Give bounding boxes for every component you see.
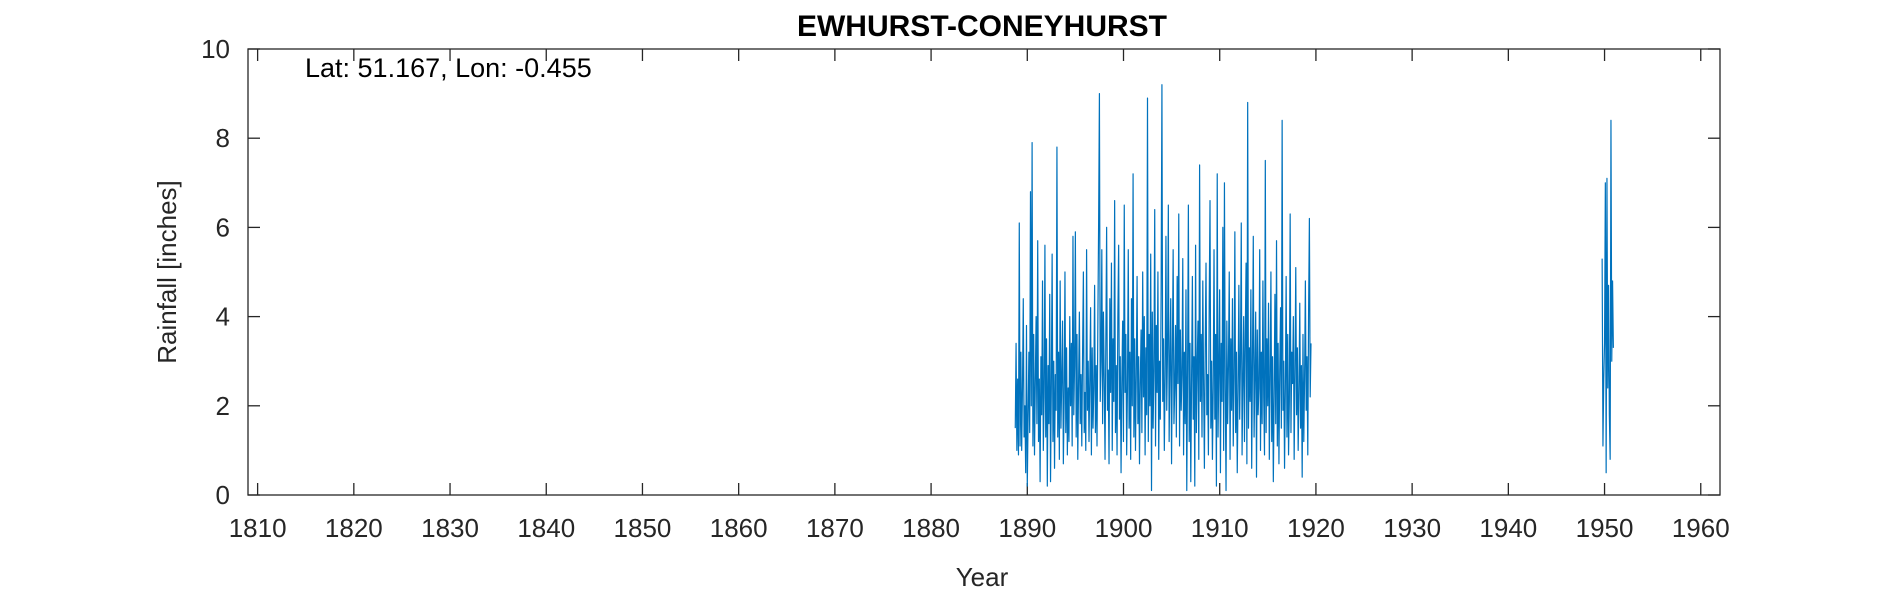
y-tick-label: 0 [216, 480, 230, 510]
x-tick-label: 1820 [325, 513, 383, 543]
plot-area [247, 48, 1721, 496]
rainfall-series-line [1014, 84, 1312, 492]
y-tick-label: 10 [201, 34, 230, 64]
y-tick-label: 2 [216, 391, 230, 421]
rainfall-series-line [1601, 119, 1614, 474]
series-layer [1014, 84, 1614, 492]
chart-title: EWHURST-CONEYHURST [797, 10, 1167, 43]
x-tick-label: 1840 [517, 513, 575, 543]
x-tick-label: 1900 [1095, 513, 1153, 543]
y-axis: 0 2 4 6 8 10 [201, 34, 1720, 510]
x-tick-label: 1910 [1191, 513, 1249, 543]
x-tick-label: 1890 [998, 513, 1056, 543]
x-tick-label: 1880 [902, 513, 960, 543]
x-tick-label: 1960 [1672, 513, 1730, 543]
x-tick-label: 1850 [614, 513, 672, 543]
y-tick-label: 8 [216, 123, 230, 153]
y-tick-label: 6 [216, 212, 230, 242]
x-tick-label: 1940 [1479, 513, 1537, 543]
location-annotation: Lat: 51.167, Lon: -0.455 [305, 53, 592, 83]
x-tick-label: 1810 [229, 513, 287, 543]
x-axis-label: Year [956, 562, 1009, 591]
y-axis-label: Rainfall [inches] [152, 180, 182, 364]
x-tick-label: 1830 [421, 513, 479, 543]
x-tick-label: 1930 [1383, 513, 1441, 543]
x-tick-label: 1870 [806, 513, 864, 543]
x-axis: 1810 1820 1830 1840 1850 1860 1870 1880 1890 1900… [229, 49, 1730, 543]
x-tick-label: 1860 [710, 513, 768, 543]
y-tick-label: 4 [216, 302, 230, 332]
x-tick-label: 1950 [1576, 513, 1634, 543]
x-tick-label: 1920 [1287, 513, 1345, 543]
